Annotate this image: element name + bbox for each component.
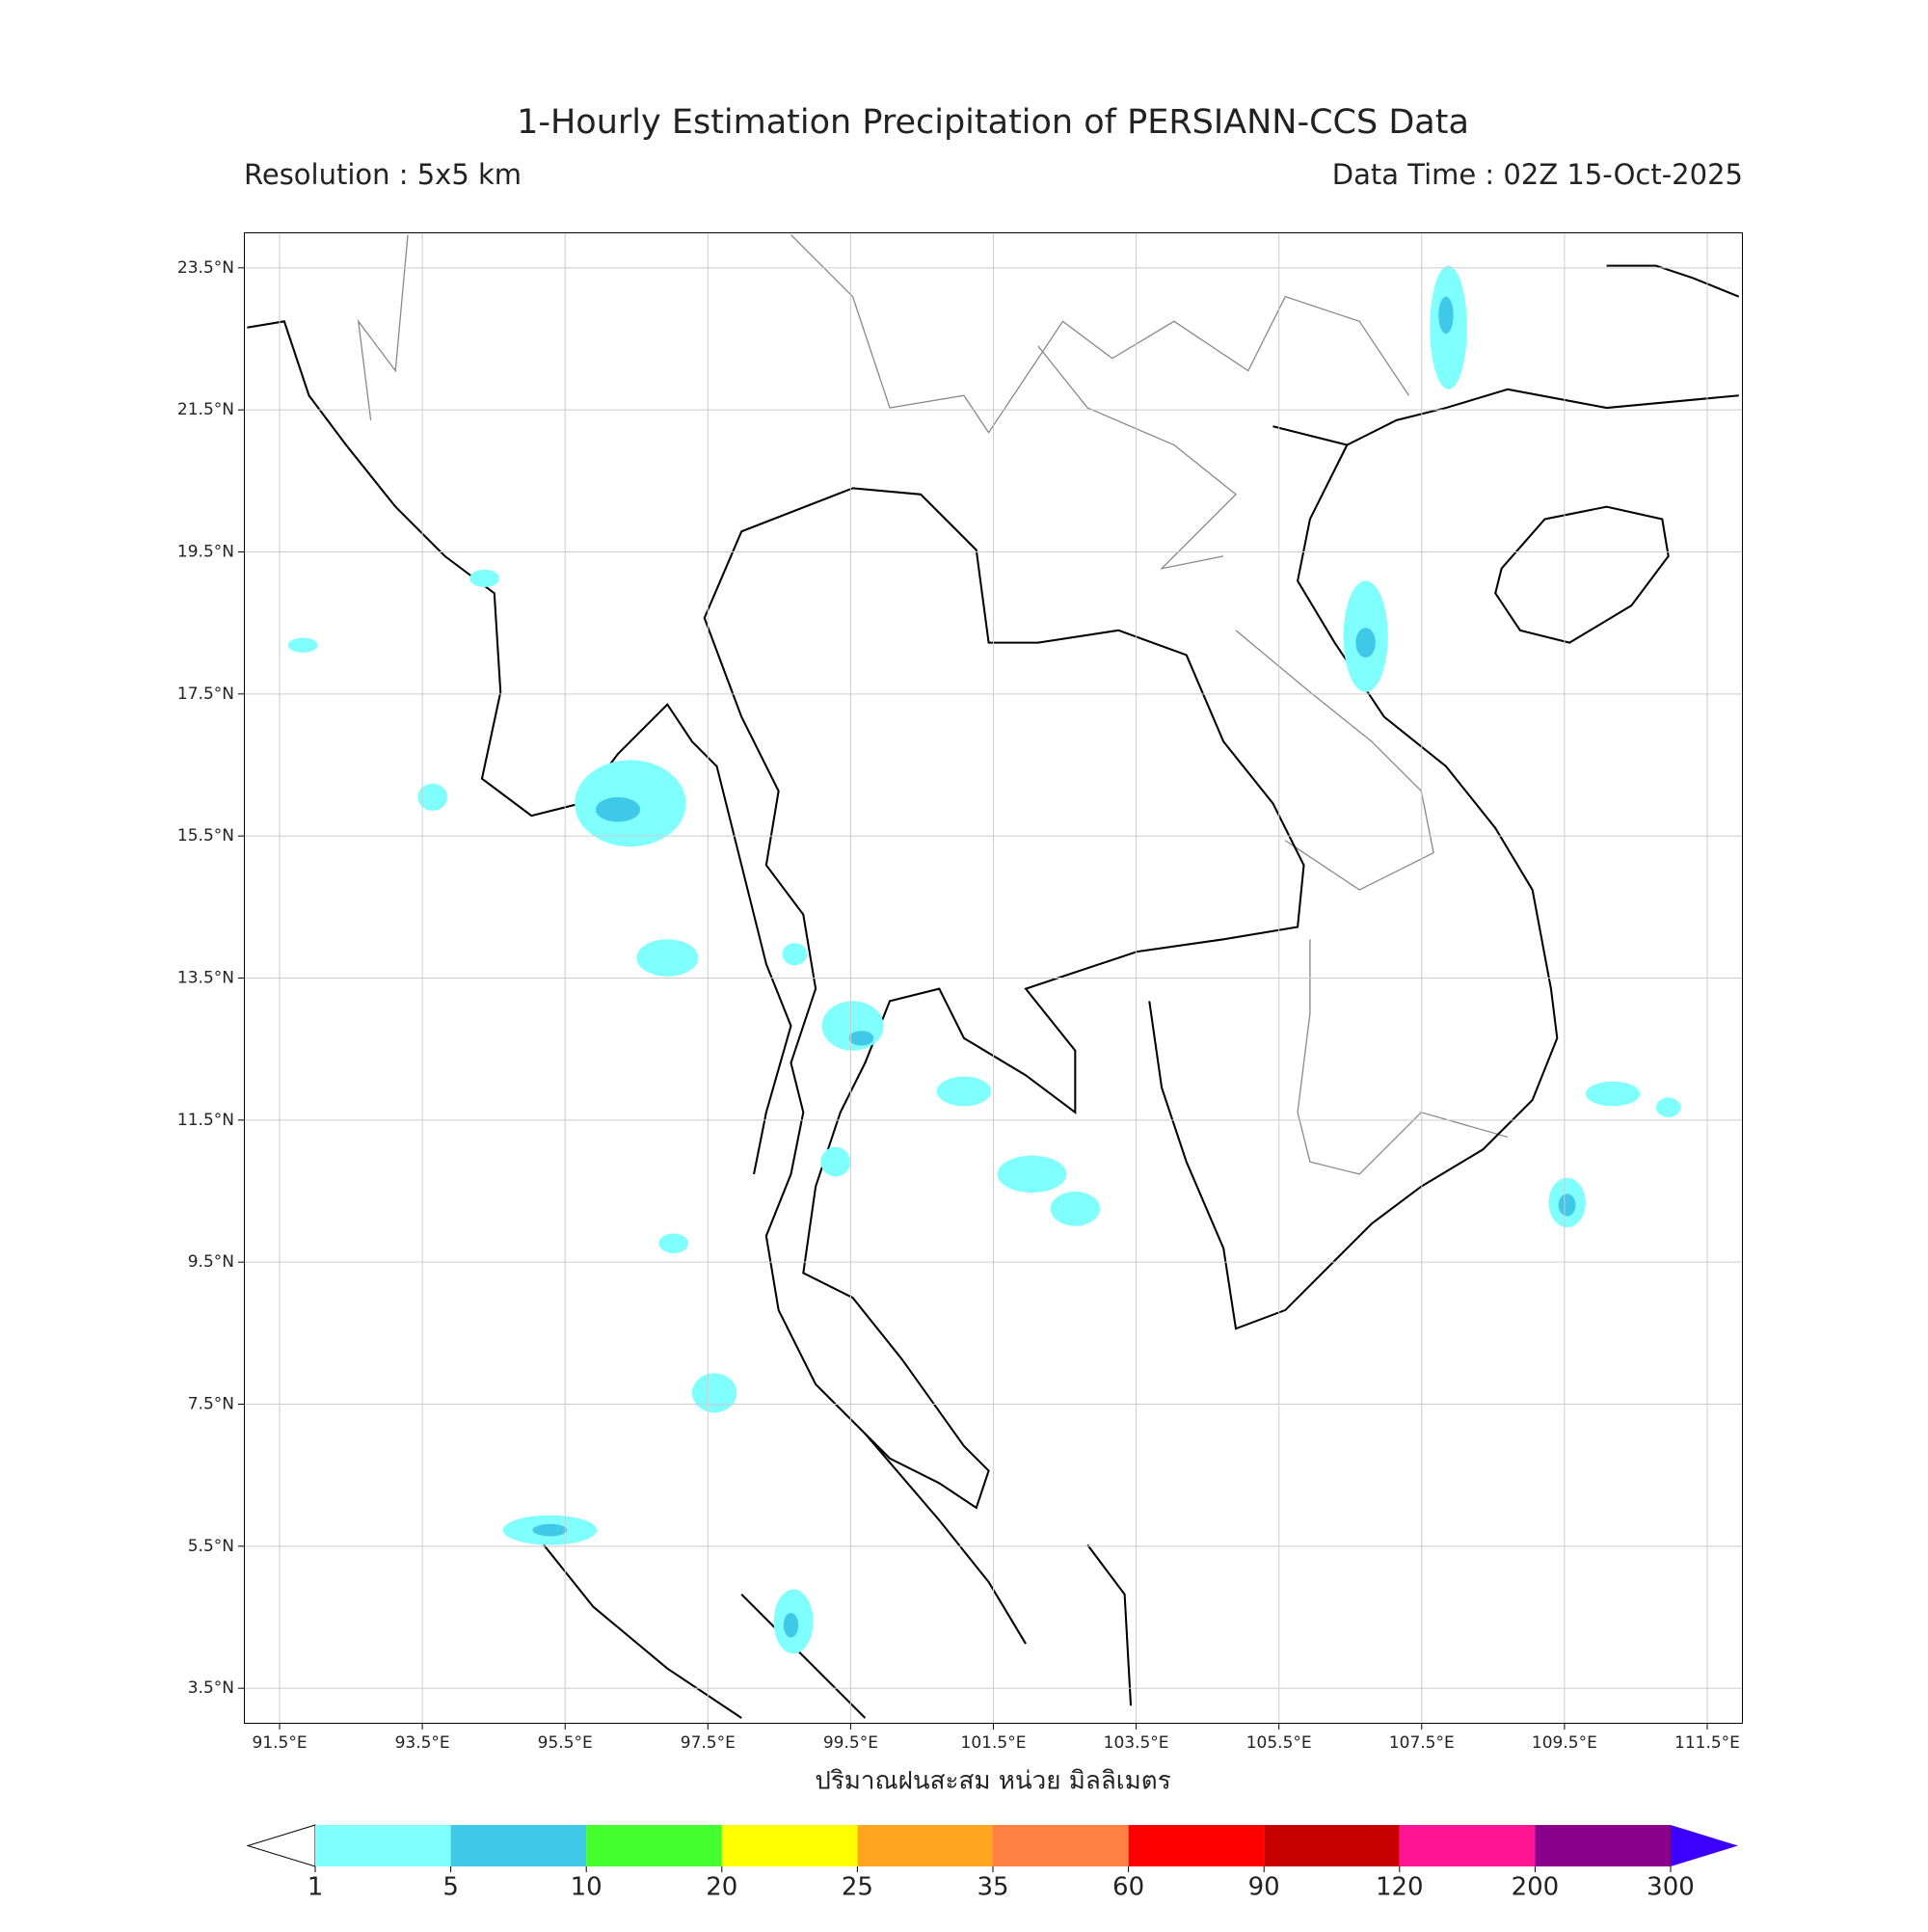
- y-tick-label: 5.5°N: [188, 1537, 234, 1556]
- y-tick-label: 3.5°N: [188, 1678, 234, 1698]
- geography: [247, 234, 1740, 1719]
- x-tick-label: 111.5°E: [1674, 1733, 1740, 1753]
- x-tick-label: 91.5°E: [252, 1733, 307, 1753]
- x-tick-label: 109.5°E: [1532, 1733, 1597, 1753]
- colorbar-label: 1: [308, 1873, 324, 1902]
- x-tick-label: 97.5°E: [681, 1733, 736, 1753]
- y-tick-label: 9.5°N: [188, 1252, 234, 1272]
- colorbar-label: 120: [1376, 1873, 1424, 1902]
- coastline-myanmar: [247, 320, 792, 1175]
- coastline-thailand: [703, 487, 1305, 1510]
- x-tick-label: 93.5°E: [395, 1733, 450, 1753]
- colorbar-label: 10: [571, 1873, 602, 1902]
- colorbar-under: [246, 1824, 316, 1867]
- x-axis-label: ปริมาณฝนสะสม หน่วย มิลลิเมตร: [815, 1767, 1170, 1796]
- colorbar-label: 200: [1512, 1873, 1560, 1902]
- x-tick-label: 95.5°E: [538, 1733, 593, 1753]
- resolution: Resolution : 5x5 km: [244, 158, 522, 191]
- title: 1-Hourly Estimation Precipitation of PER…: [517, 103, 1469, 142]
- colorbar-segment: [1128, 1825, 1265, 1866]
- country-borders: [357, 234, 1509, 1175]
- coastline-malaysia-sumatra: [543, 264, 1740, 1719]
- y-tick-label: 17.5°N: [177, 684, 234, 704]
- rain-cores: [532, 296, 1576, 1638]
- x-tick-label: 107.5°E: [1389, 1733, 1455, 1753]
- y-tick-label: 7.5°N: [188, 1395, 234, 1414]
- colorbar-segment: [586, 1825, 722, 1866]
- x-tick-label: 105.5°E: [1246, 1733, 1312, 1753]
- colorbar-label: 35: [977, 1873, 1008, 1902]
- colorbar-label: 300: [1647, 1873, 1695, 1902]
- colorbar-segment: [1535, 1825, 1671, 1866]
- y-tick-label: 13.5°N: [177, 969, 234, 988]
- x-tick-label: 101.5°E: [961, 1733, 1027, 1753]
- colorbar-label: 90: [1248, 1873, 1280, 1902]
- y-tick-label: 11.5°N: [177, 1111, 234, 1130]
- y-tick-label: 23.5°N: [177, 258, 234, 278]
- coastline-hainan: [1494, 505, 1670, 644]
- colorbar-label: 5: [442, 1873, 459, 1902]
- colorbar-label: 20: [706, 1873, 737, 1902]
- y-tick-label: 19.5°N: [177, 543, 234, 562]
- data-time: Data Time : 02Z 15-Oct-2025: [1332, 158, 1743, 191]
- coastline-indochina: [1148, 388, 1739, 1330]
- colorbar-label: 60: [1112, 1873, 1144, 1902]
- colorbar-segment: [450, 1825, 587, 1866]
- colorbar-segment: [315, 1825, 451, 1866]
- y-tick-label: 21.5°N: [177, 400, 234, 419]
- rain-areas: [287, 265, 1681, 1654]
- colorbar-segment: [1399, 1825, 1536, 1866]
- colorbar-segment: [857, 1825, 993, 1866]
- x-tick-label: 99.5°E: [823, 1733, 878, 1753]
- colorbar-segment: [993, 1825, 1129, 1866]
- colorbar-over: [1671, 1825, 1738, 1866]
- map-area: [244, 232, 1743, 1724]
- y-tick-label: 15.5°N: [177, 826, 234, 845]
- colorbar-segment: [1264, 1825, 1400, 1866]
- colorbar-label: 25: [842, 1873, 873, 1902]
- colorbar-segment: [721, 1825, 858, 1866]
- x-tick-label: 103.5°E: [1104, 1733, 1169, 1753]
